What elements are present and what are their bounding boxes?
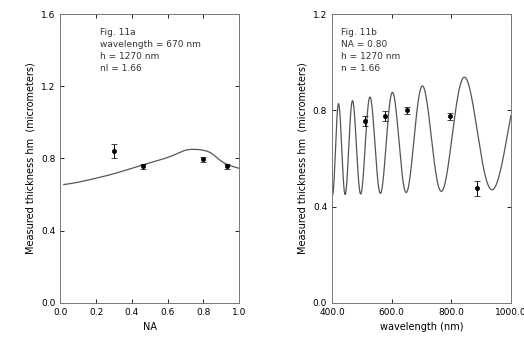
- Text: Fig. 11b
NA = 0.80
h = 1270 nm
n = 1.66: Fig. 11b NA = 0.80 h = 1270 nm n = 1.66: [341, 28, 400, 73]
- X-axis label: wavelength (nm): wavelength (nm): [380, 322, 463, 332]
- Y-axis label: Measured thickness hm  (micrometers): Measured thickness hm (micrometers): [26, 63, 36, 254]
- X-axis label: NA: NA: [143, 322, 157, 332]
- Y-axis label: Measured thickness hm  (micrometers): Measured thickness hm (micrometers): [297, 63, 307, 254]
- Text: Fig. 11a
wavelength = 670 nm
h = 1270 nm
nl = 1.66: Fig. 11a wavelength = 670 nm h = 1270 nm…: [100, 28, 201, 73]
